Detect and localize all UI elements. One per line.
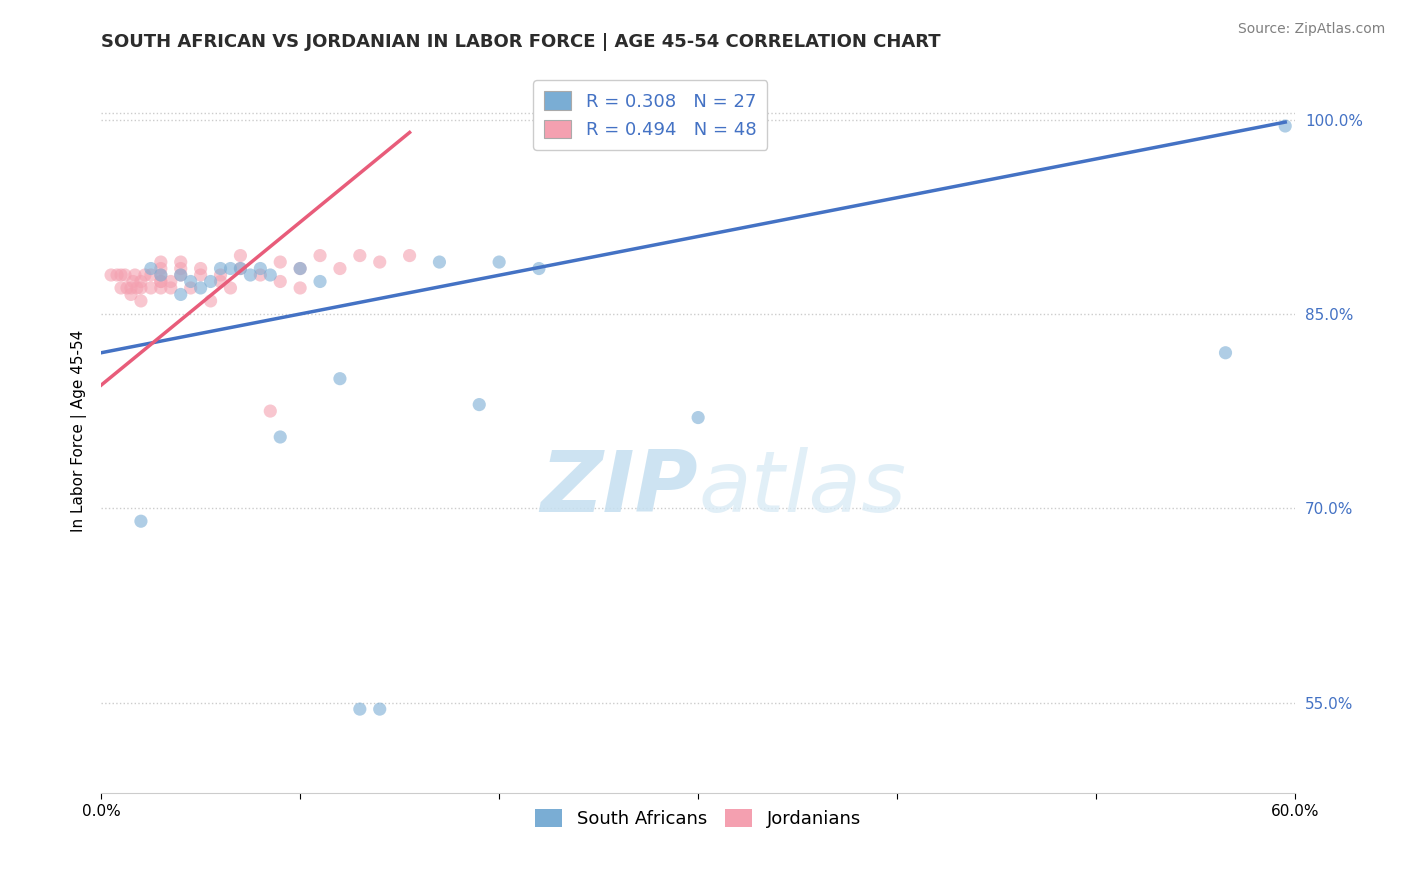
Point [170,287,193,301]
Text: ZIP: ZIP [540,447,699,530]
Point [120,287,142,301]
Point [229,249,252,263]
Point [170,268,193,282]
Point [170,261,193,276]
Point [398,249,420,263]
Point [349,249,371,263]
Point [209,275,232,289]
Point [115,281,138,295]
Point [159,275,181,289]
Point [349,702,371,716]
Point [329,261,352,276]
Point [269,430,291,444]
Point [190,268,212,282]
Point [122,275,145,289]
Point [288,261,311,276]
Point [129,275,152,289]
Point [149,268,172,282]
Point [149,281,172,295]
Point [129,281,152,295]
Point [527,261,550,276]
Point [288,281,311,295]
Point [149,255,172,269]
Point [114,268,136,282]
Point [209,261,232,276]
Point [209,268,232,282]
Point [180,275,202,289]
Point [309,249,332,263]
Point [100,268,122,282]
Point [468,398,491,412]
Point [120,281,142,295]
Point [259,268,281,282]
Point [129,293,152,308]
Point [125,281,148,295]
Text: atlas: atlas [699,447,905,530]
Y-axis label: In Labor Force | Age 45-54: In Labor Force | Age 45-54 [72,329,87,532]
Point [190,261,212,276]
Point [488,255,510,269]
Point [1215,345,1237,359]
Text: Source: ZipAtlas.com: Source: ZipAtlas.com [1237,22,1385,37]
Point [110,268,132,282]
Point [219,281,242,295]
Point [149,261,172,276]
Point [429,255,451,269]
Point [149,268,172,282]
Point [170,268,193,282]
Point [288,261,311,276]
Point [200,275,222,289]
Point [105,268,128,282]
Point [229,261,252,276]
Point [688,410,710,425]
Point [229,261,252,276]
Text: SOUTH AFRICAN VS JORDANIAN IN LABOR FORCE | AGE 45-54 CORRELATION CHART: SOUTH AFRICAN VS JORDANIAN IN LABOR FORC… [101,33,941,51]
Point [200,293,222,308]
Point [249,268,271,282]
Point [124,268,146,282]
Point [180,281,202,295]
Point [219,261,242,276]
Point [170,255,193,269]
Point [269,275,291,289]
Point [259,404,281,418]
Point [149,275,172,289]
Point [239,268,262,282]
Point [368,255,391,269]
Point [139,281,162,295]
Point [190,281,212,295]
Point [1274,119,1296,133]
Point [129,514,152,528]
Point [368,702,391,716]
Point [249,261,271,276]
Point [110,281,132,295]
Point [159,281,181,295]
Point [134,268,156,282]
Point [309,275,332,289]
Legend: South Africans, Jordanians: South Africans, Jordanians [529,801,868,835]
Point [269,255,291,269]
Point [149,275,172,289]
Point [139,261,162,276]
Point [139,268,162,282]
Point [329,372,352,386]
